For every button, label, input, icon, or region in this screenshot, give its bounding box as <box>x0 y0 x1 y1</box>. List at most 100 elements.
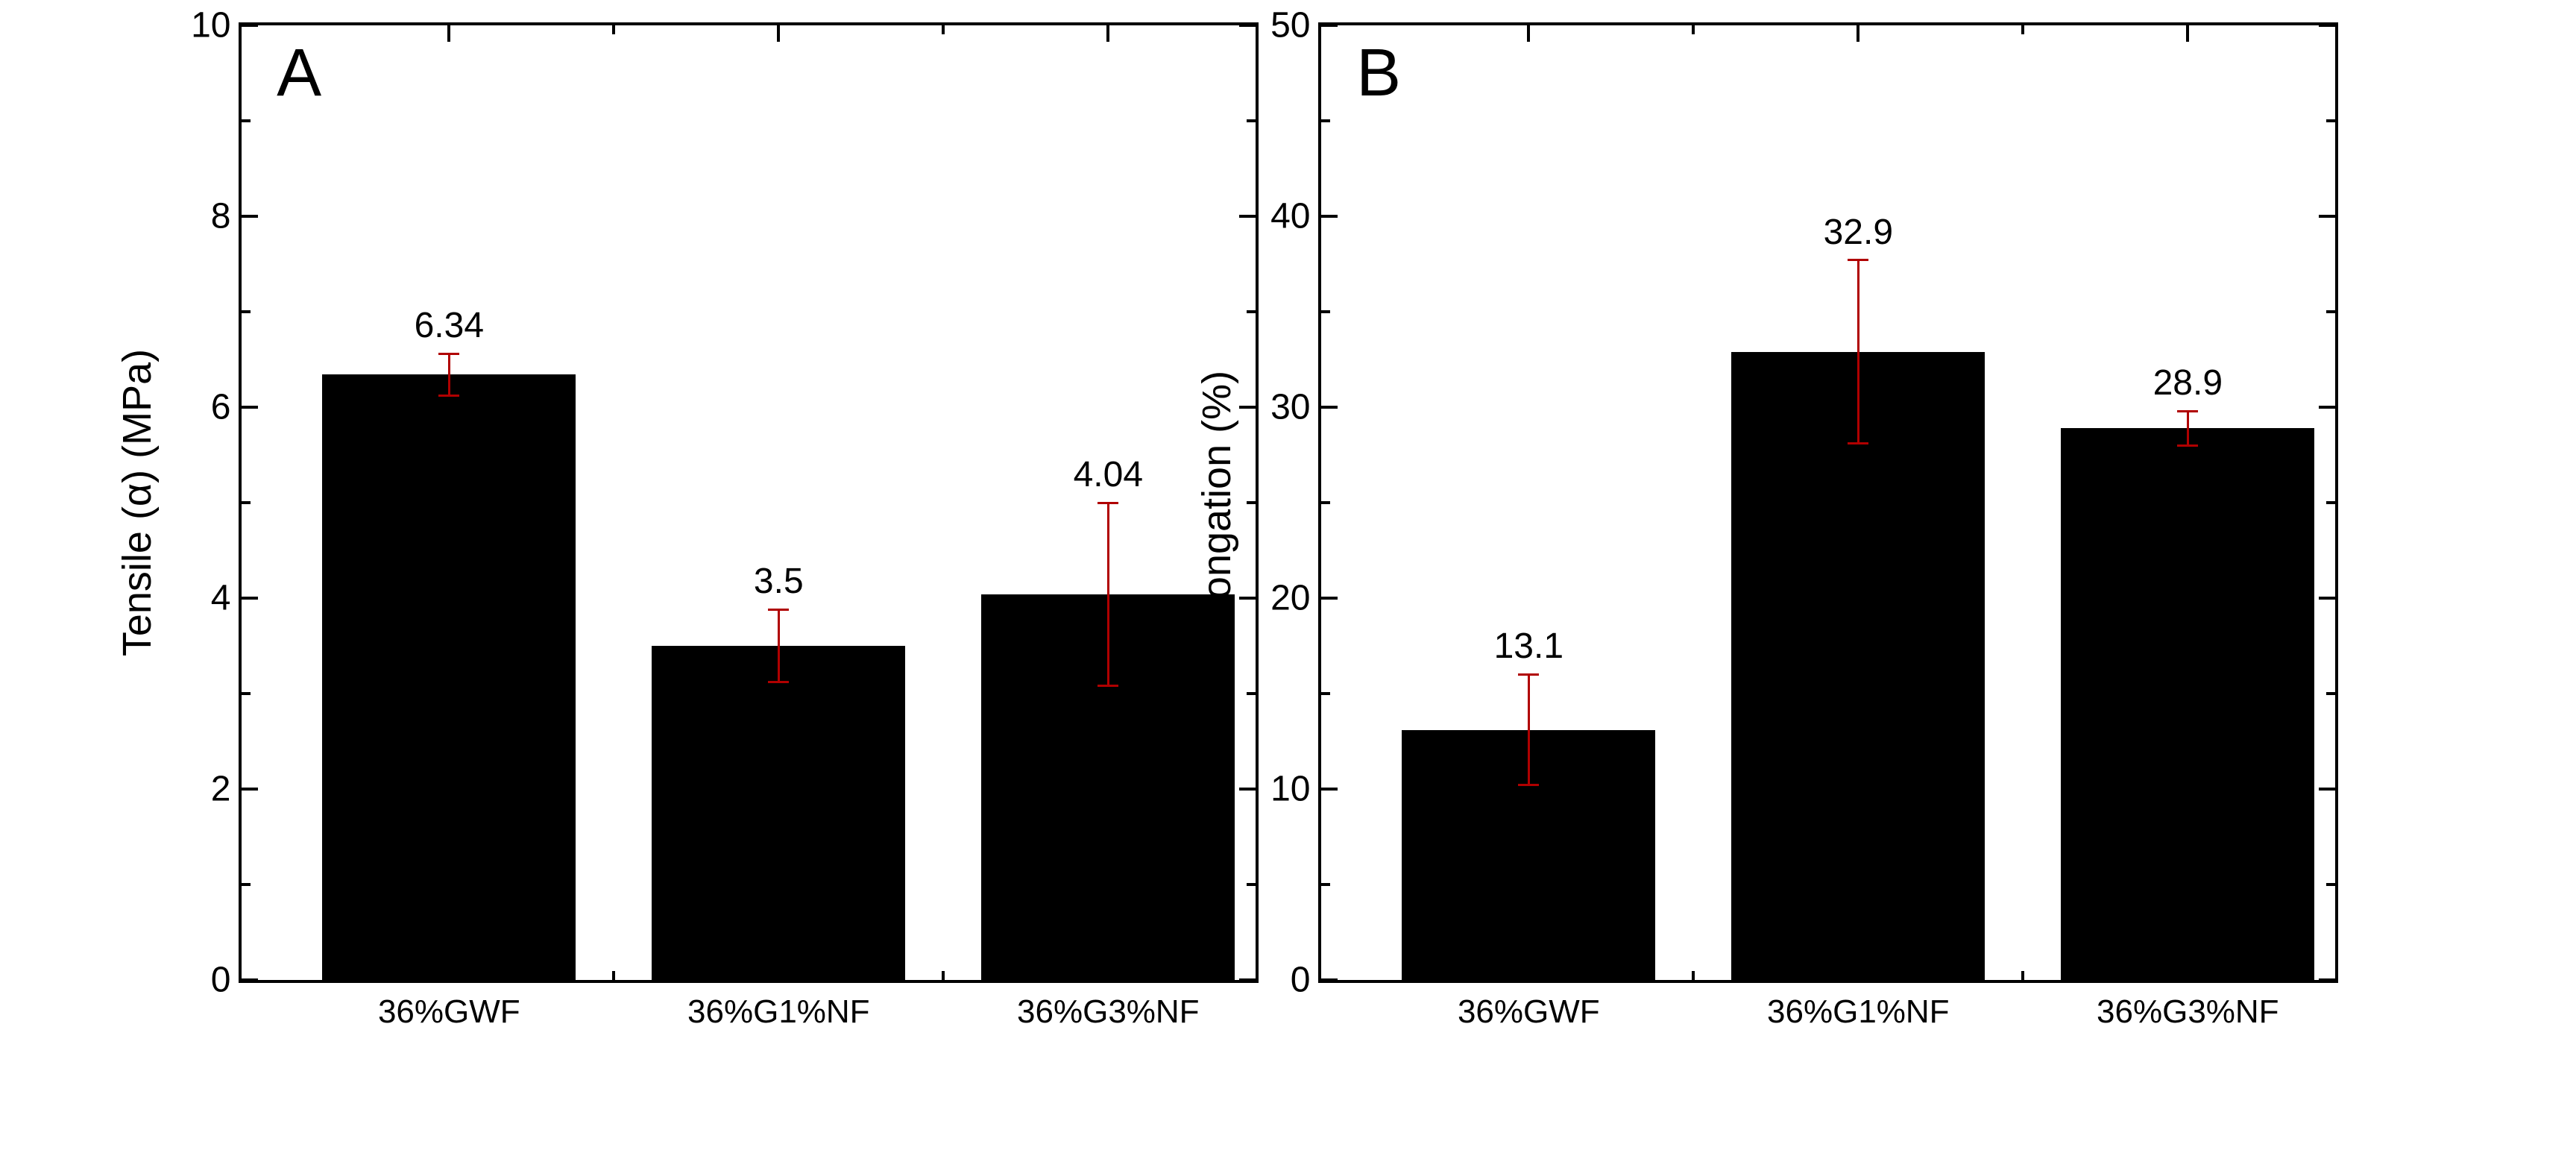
y-tick-label: 50 <box>1270 5 1320 46</box>
y-tick-mark <box>2319 406 2335 409</box>
y-tick-mark <box>1239 406 1256 409</box>
bar <box>652 646 905 980</box>
y-tick-mark <box>1321 978 1338 981</box>
y-axis-label: Elongation (%) <box>1194 371 1240 635</box>
y-tick-mark <box>1321 406 1338 409</box>
y-minor-tick-mark <box>242 310 251 313</box>
y-tick-mark <box>2319 597 2335 600</box>
error-bar-cap <box>1518 784 1539 786</box>
error-bar-cap <box>768 609 789 611</box>
y-tick-label: 0 <box>211 960 242 1001</box>
error-bar-cap <box>1098 685 1118 687</box>
y-tick-mark <box>2319 978 2335 981</box>
x-minor-tick-mark <box>1692 971 1695 980</box>
y-tick-mark <box>1239 215 1256 218</box>
bar <box>2061 428 2314 980</box>
y-tick-mark <box>1239 978 1256 981</box>
bar-value-label: 13.1 <box>1494 626 1563 667</box>
y-tick-mark <box>242 24 258 27</box>
y-minor-tick-mark <box>1321 119 1330 122</box>
error-bar-cap <box>1848 442 1868 444</box>
y-minor-tick-mark <box>1247 692 1256 695</box>
error-bar <box>1107 503 1109 686</box>
panel-letter: B <box>1356 35 1401 112</box>
x-tick-mark <box>447 25 450 42</box>
x-tick-mark <box>2186 25 2189 42</box>
x-category-label: 36%GWF <box>1458 980 1600 1031</box>
y-minor-tick-mark <box>2326 501 2335 504</box>
y-minor-tick-mark <box>1247 310 1256 313</box>
error-bar-cap <box>438 395 459 397</box>
y-tick-mark <box>2319 215 2335 218</box>
bar-value-label: 3.5 <box>754 561 804 602</box>
bar-value-label: 32.9 <box>1824 212 1893 253</box>
bar <box>322 374 576 980</box>
y-tick-label: 30 <box>1270 387 1320 428</box>
x-tick-mark <box>777 25 780 42</box>
plot-area: B01020304050Elongation (%)13.136%GWF32.9… <box>1318 22 2338 983</box>
x-minor-tick-mark <box>2021 25 2024 34</box>
y-minor-tick-mark <box>2326 310 2335 313</box>
y-tick-mark <box>242 597 258 600</box>
x-category-label: 36%GWF <box>378 980 520 1031</box>
y-tick-mark <box>1321 215 1338 218</box>
y-minor-tick-mark <box>1247 119 1256 122</box>
y-tick-label: 6 <box>211 387 242 428</box>
error-bar <box>1528 674 1530 785</box>
bar-value-label: 28.9 <box>2153 362 2223 403</box>
error-bar <box>1857 260 1859 444</box>
y-tick-label: 4 <box>211 578 242 619</box>
y-tick-label: 10 <box>1270 769 1320 810</box>
y-minor-tick-mark <box>2326 692 2335 695</box>
x-tick-mark <box>1527 25 1530 42</box>
y-minor-tick-mark <box>242 119 251 122</box>
y-tick-mark <box>1239 788 1256 791</box>
error-bar <box>2187 411 2189 445</box>
error-bar <box>778 609 780 682</box>
y-minor-tick-mark <box>2326 883 2335 886</box>
y-tick-mark <box>1321 24 1338 27</box>
y-tick-label: 8 <box>211 196 242 237</box>
x-minor-tick-mark <box>942 25 945 34</box>
bar <box>1731 352 1985 980</box>
error-bar-cap <box>768 681 789 683</box>
x-minor-tick-mark <box>612 25 615 34</box>
y-minor-tick-mark <box>1321 692 1330 695</box>
error-bar-cap <box>438 353 459 355</box>
y-tick-mark <box>242 788 258 791</box>
y-minor-tick-mark <box>1321 310 1330 313</box>
error-bar-cap <box>1518 673 1539 676</box>
panel-letter: A <box>277 35 321 112</box>
y-minor-tick-mark <box>1247 501 1256 504</box>
y-tick-mark <box>242 215 258 218</box>
y-minor-tick-mark <box>242 883 251 886</box>
y-tick-mark <box>1239 597 1256 600</box>
bar-value-label: 6.34 <box>415 305 484 346</box>
error-bar-cap <box>2177 410 2198 412</box>
y-tick-label: 10 <box>191 5 241 46</box>
y-minor-tick-mark <box>1321 501 1330 504</box>
x-minor-tick-mark <box>942 971 945 980</box>
x-minor-tick-mark <box>2021 971 2024 980</box>
error-bar-cap <box>1848 259 1868 261</box>
y-tick-label: 2 <box>211 769 242 810</box>
plot-area: A0246810Tensile (α) (MPa)6.3436%GWF3.536… <box>239 22 1259 983</box>
x-category-label: 36%G3%NF <box>1017 980 1200 1031</box>
x-category-label: 36%G1%NF <box>1767 980 1950 1031</box>
y-tick-mark <box>2319 788 2335 791</box>
x-tick-mark <box>1106 25 1109 42</box>
chart-panel-A: A0246810Tensile (α) (MPa)6.3436%GWF3.536… <box>239 22 1259 983</box>
x-category-label: 36%G1%NF <box>687 980 870 1031</box>
x-category-label: 36%G3%NF <box>2097 980 2279 1031</box>
y-tick-mark <box>242 978 258 981</box>
y-tick-mark <box>242 406 258 409</box>
y-minor-tick-mark <box>1247 883 1256 886</box>
y-axis-label: Tensile (α) (MPa) <box>114 349 160 656</box>
figure: A0246810Tensile (α) (MPa)6.3436%GWF3.536… <box>0 0 2576 1005</box>
bar-value-label: 4.04 <box>1074 454 1143 495</box>
y-tick-label: 40 <box>1270 196 1320 237</box>
y-tick-mark <box>1321 788 1338 791</box>
y-tick-label: 20 <box>1270 578 1320 619</box>
error-bar-cap <box>1098 502 1118 504</box>
y-tick-mark <box>2319 24 2335 27</box>
